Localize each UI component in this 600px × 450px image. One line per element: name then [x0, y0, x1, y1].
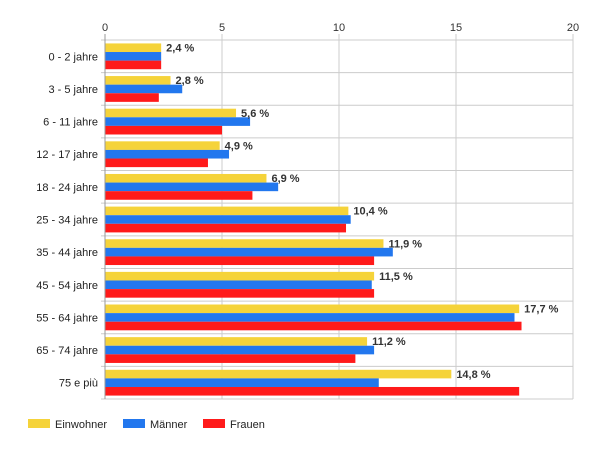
data-label: 11,5 %: [379, 271, 413, 283]
bar-frauen: [105, 158, 208, 168]
bar-frauen: [105, 289, 375, 298]
labels-layer: 2,4 % 2,8 % 5,6 % 4,9 % 6,9 % 10,4 % 11,9 % 11,…: [166, 43, 558, 381]
bar-frauen: [105, 256, 375, 266]
bar-einwohner: [105, 206, 349, 216]
category-label: 35 - 44 jahre: [36, 247, 98, 259]
data-label: 5,6 %: [241, 108, 269, 120]
data-label: 4,9 %: [225, 140, 253, 152]
bar-frauen: [105, 60, 162, 70]
bar-einwohner: [105, 271, 375, 281]
data-label: 6,9 %: [271, 173, 299, 185]
data-label: 2,8 %: [176, 75, 204, 87]
legend-label: Einwohner: [55, 419, 107, 431]
bar-einwohner: [105, 76, 171, 85]
legend-swatch: [123, 419, 145, 428]
x-tick-label: 20: [567, 22, 579, 34]
legend-label: Frauen: [230, 419, 265, 431]
category-label: 3 - 5 jahre: [48, 84, 98, 96]
data-label: 10,4 %: [353, 206, 387, 218]
bar-frauen: [105, 191, 253, 200]
x-tick-label: 10: [333, 22, 345, 34]
bar-frauen: [105, 321, 522, 331]
bar-einwohner: [105, 173, 267, 183]
bar-männer: [105, 313, 515, 322]
bar-frauen: [105, 93, 159, 102]
axis-layer: 0 5 10 15 20 0 - 2 jahre 3 - 5 jahre 6 - 11 jah…: [36, 22, 579, 399]
bar-einwohner: [105, 43, 162, 53]
bar-männer: [105, 84, 183, 94]
bars-layer: [105, 43, 522, 396]
category-label: 12 - 17 jahre: [36, 149, 98, 161]
legend-swatch: [28, 419, 50, 428]
x-tick-label: 15: [450, 22, 462, 34]
bar-männer: [105, 280, 372, 290]
data-label: 11,9 %: [388, 238, 422, 250]
bar-einwohner: [105, 369, 452, 379]
bar-frauen: [105, 223, 347, 233]
bar-einwohner: [105, 239, 384, 248]
bar-einwohner: [105, 304, 520, 314]
bar-einwohner: [105, 141, 220, 150]
bar-männer: [105, 247, 393, 257]
bar-einwohner: [105, 337, 368, 346]
bar-frauen: [105, 354, 356, 363]
bar-männer: [105, 345, 375, 355]
bar-männer: [105, 378, 379, 387]
bar-einwohner: [105, 108, 237, 118]
bar-männer: [105, 182, 279, 192]
data-label: 2,4 %: [166, 43, 194, 55]
data-label: 17,7 %: [524, 304, 558, 316]
category-label: 6 - 11 jahre: [43, 117, 98, 129]
category-label: 0 - 2 jahre: [48, 51, 98, 63]
x-tick-label: 5: [219, 22, 225, 34]
bar-männer: [105, 149, 230, 159]
legend-swatch: [203, 419, 225, 428]
legend-label: Männer: [150, 419, 188, 431]
bar-männer: [105, 117, 251, 126]
data-label: 11,2 %: [372, 336, 406, 348]
grid-layer: [101, 34, 574, 400]
legend: Einwohner Männer Frauen: [28, 419, 265, 431]
category-label: 65 - 74 jahre: [36, 345, 98, 357]
bar-frauen: [105, 125, 222, 135]
category-label: 75 e più: [59, 378, 98, 390]
category-label: 45 - 54 jahre: [36, 280, 98, 292]
category-label: 18 - 24 jahre: [36, 182, 98, 194]
bar-frauen: [105, 386, 520, 396]
category-label: 55 - 64 jahre: [36, 312, 98, 324]
category-label: 25 - 34 jahre: [36, 215, 98, 227]
bar-männer: [105, 215, 351, 224]
data-label: 14,8 %: [456, 369, 490, 381]
x-tick-label: 0: [102, 22, 108, 34]
bar-männer: [105, 52, 162, 61]
